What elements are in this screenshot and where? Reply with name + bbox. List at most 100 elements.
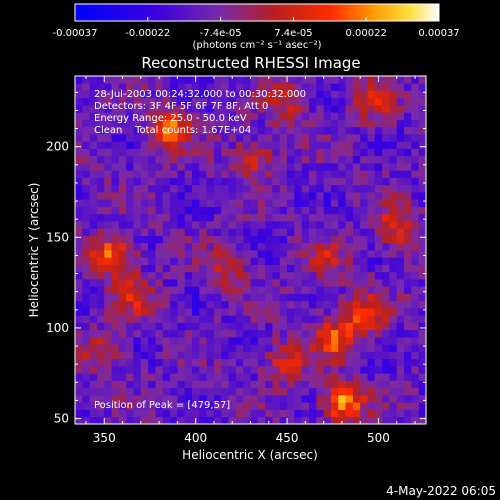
heatmap-cell — [126, 387, 134, 396]
heatmap-cell — [206, 177, 215, 186]
heatmap-cell — [272, 329, 281, 338]
heatmap-cell — [265, 329, 273, 338]
heatmap-cell — [279, 351, 288, 360]
heatmap-cell — [382, 112, 390, 120]
heatmap-cell — [338, 112, 346, 120]
heatmap-cell — [301, 337, 310, 345]
heatmap-cell — [96, 308, 105, 316]
heatmap-cell — [257, 206, 266, 215]
heatmap-cell — [382, 221, 390, 229]
heatmap-cell — [396, 300, 405, 309]
heatmap-cell — [345, 148, 354, 157]
heatmap-cell — [279, 206, 288, 215]
heatmap-cell — [192, 105, 200, 113]
heatmap-cell — [360, 257, 368, 265]
heatmap-cell — [316, 308, 325, 316]
heatmap-cell — [82, 366, 91, 374]
heatmap-cell — [360, 358, 368, 367]
heatmap-cell — [279, 416, 288, 424]
heatmap-cell — [206, 264, 215, 273]
heatmap-cell — [411, 112, 420, 120]
heatmap-cell — [192, 221, 200, 229]
heatmap-cell — [192, 279, 200, 287]
heatmap-cell — [148, 264, 156, 273]
heatmap-cell — [294, 329, 303, 338]
heatmap-cell — [155, 351, 164, 360]
heatmap-cell — [345, 213, 354, 222]
heatmap-cell — [272, 366, 281, 374]
heatmap-cell — [228, 387, 237, 396]
heatmap-cell — [374, 126, 383, 135]
heatmap-cell — [148, 329, 156, 338]
heatmap-cell — [184, 97, 193, 106]
heatmap-cell — [96, 184, 105, 193]
heatmap-cell — [148, 257, 156, 265]
heatmap-cell — [235, 184, 244, 193]
heatmap-cell — [323, 228, 332, 236]
heatmap-cell — [192, 322, 200, 331]
heatmap-cell — [228, 257, 237, 265]
heatmap-cell — [213, 155, 222, 164]
heatmap-cell — [418, 163, 426, 171]
heatmap-cell — [177, 192, 186, 200]
heatmap-cell — [272, 264, 281, 273]
heatmap-cell — [162, 329, 171, 338]
heatmap-cell — [170, 300, 178, 309]
heatmap-cell — [396, 235, 405, 244]
heatmap-cell — [279, 250, 288, 258]
heatmap-cell — [279, 315, 288, 323]
heatmap-cell — [75, 163, 83, 171]
heatmap-cell — [257, 416, 266, 424]
heatmap-cell — [265, 271, 273, 280]
heatmap-cell — [374, 366, 383, 374]
heatmap-cell — [96, 228, 105, 236]
heatmap-cell — [235, 395, 244, 403]
heatmap-cell — [360, 213, 368, 222]
heatmap-cell — [279, 119, 288, 128]
heatmap-cell — [82, 279, 91, 287]
heatmap-cell — [228, 308, 237, 316]
heatmap-cell — [155, 337, 164, 345]
heatmap-cell — [309, 344, 317, 352]
heatmap-cell — [257, 358, 266, 367]
heatmap-cell — [396, 242, 405, 251]
heatmap-cell — [170, 373, 178, 381]
heatmap-cell — [89, 387, 98, 396]
heatmap-cell — [177, 337, 186, 345]
heatmap-cell — [279, 126, 288, 135]
heatmap-cell — [250, 409, 259, 418]
heatmap-cell — [82, 155, 91, 164]
heatmap-cell — [338, 83, 346, 91]
heatmap-cell — [323, 308, 332, 316]
heatmap-cell — [411, 402, 420, 410]
heatmap-cell — [301, 279, 310, 287]
heatmap-cell — [206, 206, 215, 215]
heatmap-cell — [82, 387, 91, 396]
heatmap-cell — [316, 97, 325, 106]
heatmap-cell — [228, 300, 237, 309]
heatmap-cell — [301, 83, 310, 91]
heatmap-cell — [301, 358, 310, 367]
heatmap-cell — [140, 213, 149, 222]
heatmap-cell — [213, 315, 222, 323]
heatmap-cell — [309, 105, 317, 113]
heatmap-cell — [279, 409, 288, 418]
heatmap-cell — [301, 90, 310, 99]
heatmap-cell — [133, 366, 142, 374]
heatmap-cell — [199, 264, 208, 273]
heatmap-cell — [118, 119, 127, 128]
heatmap-cell — [265, 300, 273, 309]
heatmap-cell — [126, 192, 134, 200]
heatmap-cell — [323, 97, 332, 106]
heatmap-cell — [184, 402, 193, 410]
heatmap-cell — [96, 380, 105, 389]
heatmap-cell — [192, 134, 200, 142]
heatmap-cell — [140, 105, 149, 113]
heatmap-cell — [418, 373, 426, 381]
heatmap-cell — [396, 308, 405, 316]
heatmap-cell — [287, 358, 295, 367]
heatmap-cell — [170, 250, 178, 258]
heatmap-cell — [279, 141, 288, 149]
heatmap-cell — [418, 416, 426, 424]
heatmap-cell — [133, 221, 142, 229]
